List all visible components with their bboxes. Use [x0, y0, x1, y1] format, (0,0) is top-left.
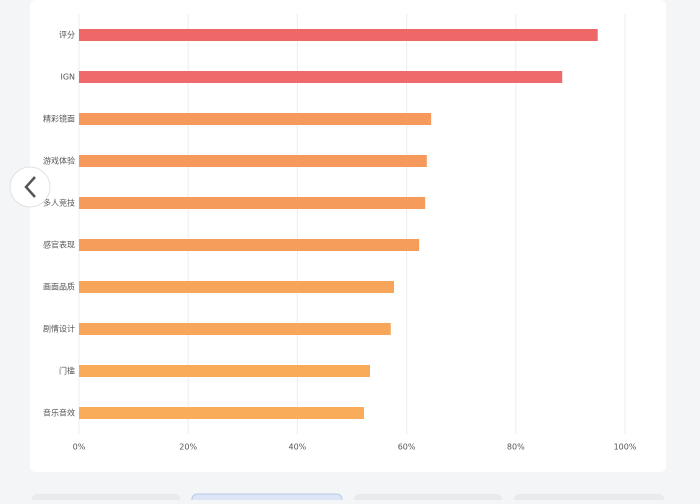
tab[interactable]: [32, 494, 180, 504]
x-tick-label: 100%: [614, 443, 637, 452]
tab[interactable]: [514, 494, 664, 504]
bar: [79, 155, 427, 167]
tab[interactable]: [354, 494, 502, 504]
x-tick-label: 20%: [179, 443, 197, 452]
plot: 0% 20% 40% 60% 80% 100% 评分 IGN 精彩镜面游戏体验多人竞技感官表现画…: [43, 14, 637, 452]
bar: [79, 29, 598, 41]
y-tick-label: 音乐音效: [43, 408, 75, 418]
bar: [79, 197, 426, 209]
y-tick-label: 感官表现: [43, 240, 75, 250]
bar: [79, 323, 391, 335]
y-tick-label: 剧情设计: [43, 324, 75, 334]
y-tick-label: 评分: [59, 31, 75, 40]
x-tick-label: 80%: [507, 443, 525, 452]
y-tick-label: 游戏体验: [43, 156, 75, 166]
y-tick-label: IGN: [60, 73, 75, 82]
tab[interactable]: [191, 493, 343, 504]
bar: [79, 71, 563, 83]
x-tick-label: 60%: [398, 443, 416, 452]
prev-button[interactable]: [9, 166, 51, 208]
bar: [79, 365, 371, 377]
bar: [79, 113, 432, 125]
y-tick-label: 画面品质: [43, 282, 75, 292]
prev-icon: [24, 176, 36, 198]
chart-panel: [30, 0, 666, 472]
bar: [79, 407, 365, 419]
y-tick-label: 门槛: [59, 366, 75, 376]
bar: [79, 281, 395, 293]
x-tick-label: 40%: [289, 443, 307, 452]
bar: [79, 239, 420, 251]
x-tick-label: 0%: [73, 443, 86, 452]
y-tick-label: 多人竞技: [43, 198, 75, 208]
y-tick-label: 精彩镜面: [43, 114, 75, 124]
